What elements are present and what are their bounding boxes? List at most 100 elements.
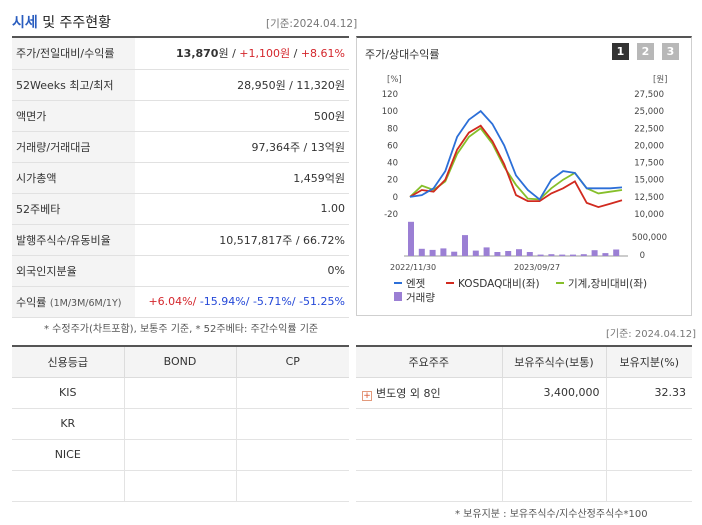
volume-bar — [591, 250, 598, 256]
right-axis-tick: 25,000 — [634, 107, 664, 117]
credit-cell — [235, 439, 349, 471]
table-row: KR — [12, 408, 349, 440]
right-axis-tick: 10,000 — [634, 210, 664, 220]
credit-divider — [12, 345, 349, 347]
holders-divider — [356, 345, 692, 347]
volume-bar — [418, 248, 425, 256]
credit-header: 신용등급 — [12, 347, 124, 378]
credit-cell: KR — [12, 408, 124, 440]
right-axis-tick: 17,500 — [634, 159, 664, 169]
holder-header: 보유주식수(보통) — [501, 347, 606, 378]
page-title: 시세 및 주주현황 — [12, 15, 112, 31]
return-values: +6.04%/ -15.94%/ -5.71%/ -51.25% — [134, 286, 349, 318]
legend-label-s2: KOSDAQ대비(좌) — [458, 278, 540, 290]
holder-cell — [501, 408, 606, 440]
left-axis-tick: 100 — [382, 107, 398, 117]
left-axis-unit: [%] — [387, 75, 402, 85]
volume-bar — [472, 250, 479, 256]
volume-bar — [559, 254, 566, 256]
volume-bar — [537, 254, 544, 256]
volume-bar — [451, 251, 458, 256]
quote-value: 97,364주 / 13억원 — [134, 131, 349, 163]
return-row: 수익률 (1M/3M/6M/1Y) +6.04%/ -15.94%/ -5.71%… — [12, 286, 349, 318]
credit-cell — [123, 408, 236, 440]
expand-icon[interactable]: + — [362, 390, 372, 401]
price-unit: 원 — [218, 47, 229, 61]
volume-bar — [408, 221, 414, 256]
credit-cell — [235, 470, 349, 502]
left-axis-tick: -20 — [384, 210, 398, 220]
holder-cell: 32.33 — [605, 377, 692, 409]
quote-row: 발행주식수/유동비율 10,517,817주 / 66.72% — [12, 224, 349, 256]
credit-cell — [123, 439, 236, 471]
legend-label-s3: 기계,장비대비(좌) — [568, 278, 647, 290]
table-row — [356, 439, 692, 471]
legend-swatch — [394, 292, 402, 301]
volume-bar — [526, 252, 533, 256]
table-row: KIS — [12, 377, 349, 409]
quote-row: 52Weeks 최고/최저 28,950원 / 11,320원 — [12, 69, 349, 101]
table-row — [356, 408, 692, 440]
left-axis-tick: 0 — [393, 193, 398, 203]
holder-cell — [501, 470, 606, 502]
table-row — [356, 470, 692, 502]
series-line-2 — [409, 124, 623, 209]
right-axis-tick: 15,000 — [634, 176, 664, 186]
volume-bar — [613, 249, 620, 256]
quote-label: 거래량/거래대금 — [12, 131, 135, 163]
major-holders-table: 주요주주 보유주식수(보통) 보유지분(%) + 변도영 외 8인 3,400,000 3… — [356, 347, 692, 502]
return-1y: -51.25% — [295, 295, 345, 308]
x-tick-label: 2022/11/30 — [390, 263, 436, 272]
right-axis-tick: 12,500 — [634, 193, 664, 203]
x-tick-label: 2023/09/27 — [514, 263, 560, 272]
chart-period-button-3[interactable]: 3 — [662, 43, 679, 60]
table-row: + 변도영 외 8인 3,400,000 32.33 — [356, 377, 692, 409]
price-value: 13,870 — [176, 47, 219, 61]
holder-header: 보유지분(%) — [605, 347, 692, 378]
left-axis-tick: 40 — [387, 159, 398, 169]
holder-header: 주요주주 — [356, 347, 502, 378]
return-label-sub: (1M/3M/6M/1Y) — [49, 297, 122, 309]
price-chart: [%] [원] 120 27,500 100 25,000 80 22,500 60 20,000… — [382, 75, 668, 304]
return-label: 수익률 (1M/3M/6M/1Y) — [12, 286, 135, 318]
quote-label: 외국인지분율 — [12, 255, 135, 287]
quote-label: 52주베타 — [12, 193, 135, 225]
credit-cell — [123, 377, 236, 409]
right-axis-unit: [원] — [653, 75, 667, 85]
holder-cell — [501, 439, 606, 471]
quote-value: 500원 — [134, 100, 349, 132]
quote-row: 시가총액 1,459억원 — [12, 162, 349, 194]
quote-label: 주가/전일대비/수익률 — [12, 38, 135, 70]
quote-value: 1.00 — [134, 193, 349, 225]
left-axis-tick: 120 — [382, 90, 398, 100]
footnote-price: * 수정주가(차트포함), 보통주 기준, * 52주베타: 주간수익률 기준 — [44, 324, 319, 335]
return-3m: -15.94%/ — [196, 295, 250, 308]
return-label-text: 수익률 — [16, 295, 47, 309]
return-6m: -5.71%/ — [249, 295, 296, 308]
quote-row: 거래량/거래대금 97,364주 / 13억원 — [12, 131, 349, 163]
legend-label-s4: 거래량 — [406, 292, 435, 304]
quote-label: 발행주식수/유동비율 — [12, 224, 135, 256]
quote-label: 시가총액 — [12, 162, 135, 194]
chart-period-button-2[interactable]: 2 — [637, 43, 654, 60]
quote-row: 주가/전일대비/수익률 13,870원 / +1,100원 / +8.61% — [12, 38, 349, 70]
left-axis-tick: 80 — [387, 124, 398, 134]
quote-label: 액면가 — [12, 100, 135, 132]
credit-cell — [235, 377, 349, 409]
quote-value: 10,517,817주 / 66.72% — [134, 224, 349, 256]
quote-label: 52Weeks 최고/최저 — [12, 69, 135, 101]
price-change: +1,100원 — [239, 47, 291, 61]
volume-bar — [602, 253, 609, 256]
holder-cell — [356, 439, 502, 471]
volume-axis-tick: 500,000 — [632, 233, 667, 243]
quote-value: 1,459억원 — [134, 162, 349, 194]
credit-cell — [123, 470, 236, 502]
legend-label-s1: 엔젯 — [406, 278, 425, 290]
chart-period-button-1[interactable]: 1 — [612, 43, 629, 60]
volume-bar — [505, 251, 512, 256]
credit-cell: NICE — [12, 439, 124, 471]
holder-cell — [605, 439, 692, 471]
holder-name[interactable]: 변도영 외 8인 — [376, 386, 441, 400]
quote-row: 액면가 500원 — [12, 100, 349, 132]
separator: / — [290, 47, 301, 61]
